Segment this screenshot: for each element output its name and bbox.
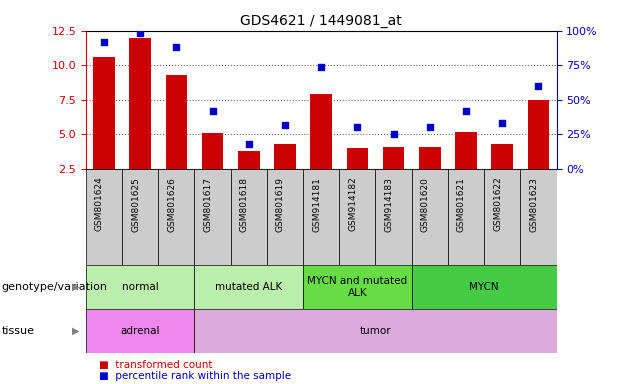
- Bar: [455, 132, 477, 169]
- Bar: [411, 169, 448, 265]
- Text: GSM801621: GSM801621: [457, 177, 466, 232]
- Bar: [419, 147, 441, 169]
- Text: normal: normal: [121, 282, 158, 292]
- Text: GSM801618: GSM801618: [240, 177, 249, 232]
- Title: GDS4621 / 1449081_at: GDS4621 / 1449081_at: [240, 14, 402, 28]
- Text: GSM801617: GSM801617: [204, 177, 212, 232]
- Text: ■  transformed count: ■ transformed count: [99, 360, 212, 370]
- Bar: [195, 169, 231, 265]
- Text: GSM801622: GSM801622: [493, 177, 502, 232]
- Bar: [310, 94, 332, 169]
- Point: [497, 120, 508, 126]
- Point: [389, 131, 399, 137]
- Point: [316, 64, 326, 70]
- Bar: [303, 169, 339, 265]
- Point: [280, 122, 290, 128]
- Point: [461, 108, 471, 114]
- Bar: [93, 57, 115, 169]
- Bar: [195, 309, 556, 353]
- Bar: [165, 75, 187, 169]
- Bar: [86, 265, 195, 309]
- Bar: [347, 148, 368, 169]
- Text: GSM801623: GSM801623: [529, 177, 539, 232]
- Bar: [274, 144, 296, 169]
- Text: tumor: tumor: [360, 326, 391, 336]
- Point: [171, 44, 181, 50]
- Bar: [411, 265, 556, 309]
- Point: [135, 30, 145, 36]
- Text: GSM801620: GSM801620: [421, 177, 430, 232]
- Text: MYCN: MYCN: [469, 282, 499, 292]
- Bar: [375, 169, 411, 265]
- Point: [352, 124, 363, 131]
- Bar: [195, 265, 303, 309]
- Bar: [122, 169, 158, 265]
- Point: [425, 124, 435, 131]
- Bar: [339, 169, 375, 265]
- Bar: [86, 169, 122, 265]
- Point: [534, 83, 544, 89]
- Text: mutated ALK: mutated ALK: [215, 282, 282, 292]
- Bar: [527, 100, 550, 169]
- Text: genotype/variation: genotype/variation: [1, 282, 107, 292]
- Bar: [86, 309, 195, 353]
- Bar: [238, 151, 259, 169]
- Bar: [303, 265, 411, 309]
- Bar: [383, 147, 404, 169]
- Text: tissue: tissue: [1, 326, 34, 336]
- Text: GSM801624: GSM801624: [95, 177, 104, 232]
- Text: GSM914183: GSM914183: [385, 177, 394, 232]
- Bar: [492, 144, 513, 169]
- Bar: [520, 169, 556, 265]
- Bar: [484, 169, 520, 265]
- Point: [207, 108, 218, 114]
- Text: adrenal: adrenal: [120, 326, 160, 336]
- Text: MYCN and mutated
ALK: MYCN and mutated ALK: [307, 276, 408, 298]
- Text: ▶: ▶: [72, 326, 80, 336]
- Bar: [158, 169, 195, 265]
- Bar: [231, 169, 267, 265]
- Text: GSM801626: GSM801626: [167, 177, 176, 232]
- Bar: [267, 169, 303, 265]
- Text: GSM914181: GSM914181: [312, 177, 321, 232]
- Text: ■  percentile rank within the sample: ■ percentile rank within the sample: [99, 371, 291, 381]
- Bar: [448, 169, 484, 265]
- Point: [99, 39, 109, 45]
- Text: GSM801619: GSM801619: [276, 177, 285, 232]
- Text: GSM801625: GSM801625: [131, 177, 140, 232]
- Bar: [202, 133, 223, 169]
- Text: ▶: ▶: [72, 282, 80, 292]
- Text: GSM914182: GSM914182: [349, 177, 357, 232]
- Point: [244, 141, 254, 147]
- Bar: [129, 38, 151, 169]
